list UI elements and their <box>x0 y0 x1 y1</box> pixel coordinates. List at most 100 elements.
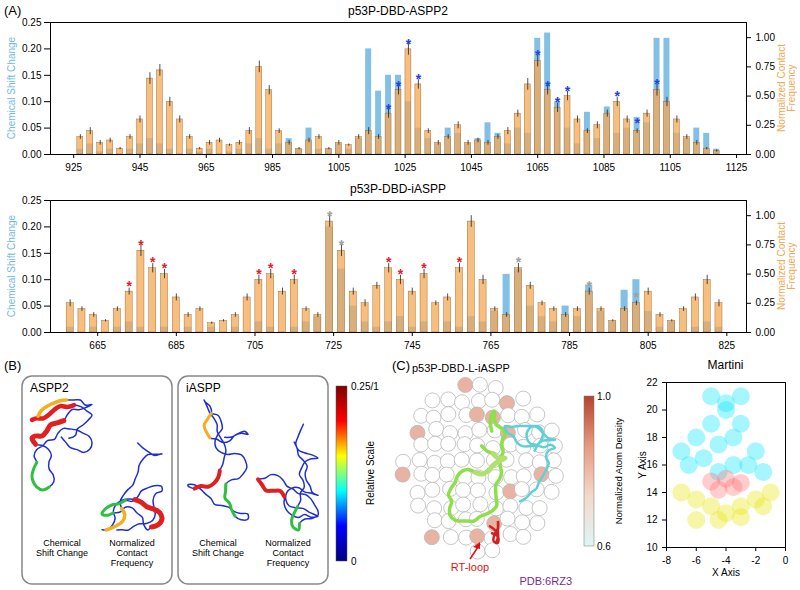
svg-text:p53P-DBD-iASPP: p53P-DBD-iASPP <box>350 182 446 196</box>
svg-text:*: * <box>396 78 402 94</box>
svg-text:825: 825 <box>718 340 735 351</box>
svg-text:1.00: 1.00 <box>756 32 776 43</box>
svg-text:*: * <box>545 78 551 94</box>
svg-text:-8: -8 <box>662 555 671 566</box>
svg-text:1005: 1005 <box>328 162 351 173</box>
svg-text:RT-loop: RT-loop <box>451 561 489 573</box>
svg-text:Normalized Atom Density: Normalized Atom Density <box>613 417 624 524</box>
svg-text:Shift Change: Shift Change <box>192 548 244 558</box>
svg-text:(B): (B) <box>4 358 21 373</box>
svg-text:*: * <box>516 254 522 270</box>
svg-text:0.00: 0.00 <box>756 327 776 338</box>
svg-text:*: * <box>634 289 640 305</box>
svg-text:0.25: 0.25 <box>22 17 42 28</box>
svg-text:-4: -4 <box>722 555 731 566</box>
svg-text:Normalized Contact: Normalized Contact <box>776 44 787 132</box>
svg-text:925: 925 <box>65 162 82 173</box>
svg-text:*: * <box>268 260 274 276</box>
svg-text:0.05: 0.05 <box>22 300 42 311</box>
svg-text:0.6: 0.6 <box>597 541 611 552</box>
svg-text:18: 18 <box>646 432 658 443</box>
svg-text:-2: -2 <box>751 555 760 566</box>
svg-text:*: * <box>339 237 345 253</box>
svg-text:Normalized: Normalized <box>265 538 311 548</box>
svg-text:Relative Scale: Relative Scale <box>365 441 376 505</box>
svg-text:12: 12 <box>646 514 658 525</box>
svg-text:0.75: 0.75 <box>756 239 776 250</box>
svg-text:1045: 1045 <box>460 162 483 173</box>
svg-text:*: * <box>565 83 571 99</box>
svg-text:Y Axis: Y Axis <box>637 451 648 479</box>
svg-text:*: * <box>421 260 427 276</box>
svg-text:1085: 1085 <box>593 162 616 173</box>
svg-text:Chemical Shift Change: Chemical Shift Change <box>6 36 17 139</box>
svg-text:Contact: Contact <box>116 548 148 558</box>
svg-text:985: 985 <box>264 162 281 173</box>
svg-text:705: 705 <box>247 340 264 351</box>
svg-text:Chemical Shift Change: Chemical Shift Change <box>6 214 17 317</box>
svg-text:*: * <box>535 47 541 63</box>
svg-text:0.25: 0.25 <box>756 119 776 130</box>
svg-text:785: 785 <box>561 340 578 351</box>
svg-text:0.25: 0.25 <box>22 195 42 206</box>
svg-text:Normalized Contact: Normalized Contact <box>776 222 787 310</box>
svg-text:*: * <box>256 266 262 282</box>
svg-text:iASPP: iASPP <box>186 381 221 395</box>
svg-text:0.20: 0.20 <box>22 43 42 54</box>
svg-text:X Axis: X Axis <box>712 567 740 578</box>
svg-text:0.15: 0.15 <box>22 70 42 81</box>
svg-text:20: 20 <box>646 404 658 415</box>
svg-text:0.25/1: 0.25/1 <box>351 381 379 392</box>
svg-text:*: * <box>327 208 333 224</box>
svg-text:10: 10 <box>646 542 658 553</box>
svg-text:*: * <box>634 115 640 131</box>
svg-text:1.00: 1.00 <box>756 210 776 221</box>
svg-text:765: 765 <box>483 340 500 351</box>
svg-text:1065: 1065 <box>527 162 550 173</box>
svg-text:*: * <box>555 94 561 110</box>
svg-text:ASPP2: ASPP2 <box>30 381 69 395</box>
svg-text:Shift Change: Shift Change <box>36 548 88 558</box>
svg-text:*: * <box>457 254 463 270</box>
svg-text:0.50: 0.50 <box>756 90 776 101</box>
svg-text:*: * <box>416 71 422 87</box>
svg-text:Normalized: Normalized <box>109 538 155 548</box>
svg-text:0.05: 0.05 <box>22 122 42 133</box>
svg-text:0.00: 0.00 <box>22 327 42 338</box>
svg-text:0.10: 0.10 <box>22 96 42 107</box>
svg-text:*: * <box>615 88 621 104</box>
svg-text:965: 965 <box>198 162 215 173</box>
svg-text:*: * <box>126 278 132 294</box>
svg-text:1125: 1125 <box>726 162 748 173</box>
svg-text:Frequency: Frequency <box>267 558 310 568</box>
svg-text:0.75: 0.75 <box>756 61 776 72</box>
svg-text:p53P-DBD-ASPP2: p53P-DBD-ASPP2 <box>348 4 448 18</box>
svg-text:*: * <box>292 266 298 282</box>
svg-text:0.10: 0.10 <box>22 274 42 285</box>
svg-text:1.0: 1.0 <box>597 391 611 402</box>
svg-text:0.25: 0.25 <box>756 297 776 308</box>
svg-text:745: 745 <box>404 340 421 351</box>
svg-text:Frequency: Frequency <box>786 242 797 289</box>
svg-text:*: * <box>654 76 660 92</box>
svg-text:Frequency: Frequency <box>786 64 797 111</box>
svg-text:*: * <box>150 254 156 270</box>
svg-text:945: 945 <box>132 162 149 173</box>
svg-text:*: * <box>386 101 392 117</box>
svg-text:0.15: 0.15 <box>22 248 42 259</box>
svg-text:1025: 1025 <box>394 162 417 173</box>
svg-text:14: 14 <box>646 487 658 498</box>
svg-text:685: 685 <box>168 340 185 351</box>
svg-text:PDB:6RZ3: PDB:6RZ3 <box>519 575 572 587</box>
svg-text:Chemical: Chemical <box>43 538 81 548</box>
svg-text:805: 805 <box>640 340 657 351</box>
svg-text:0: 0 <box>351 556 357 567</box>
svg-text:Contact: Contact <box>272 548 304 558</box>
svg-text:(A): (A) <box>4 3 21 18</box>
svg-text:*: * <box>386 254 392 270</box>
svg-text:*: * <box>586 278 592 294</box>
svg-text:665: 665 <box>89 340 106 351</box>
svg-text:0.50: 0.50 <box>756 268 776 279</box>
svg-text:0.20: 0.20 <box>22 221 42 232</box>
svg-text:0.00: 0.00 <box>22 149 42 160</box>
